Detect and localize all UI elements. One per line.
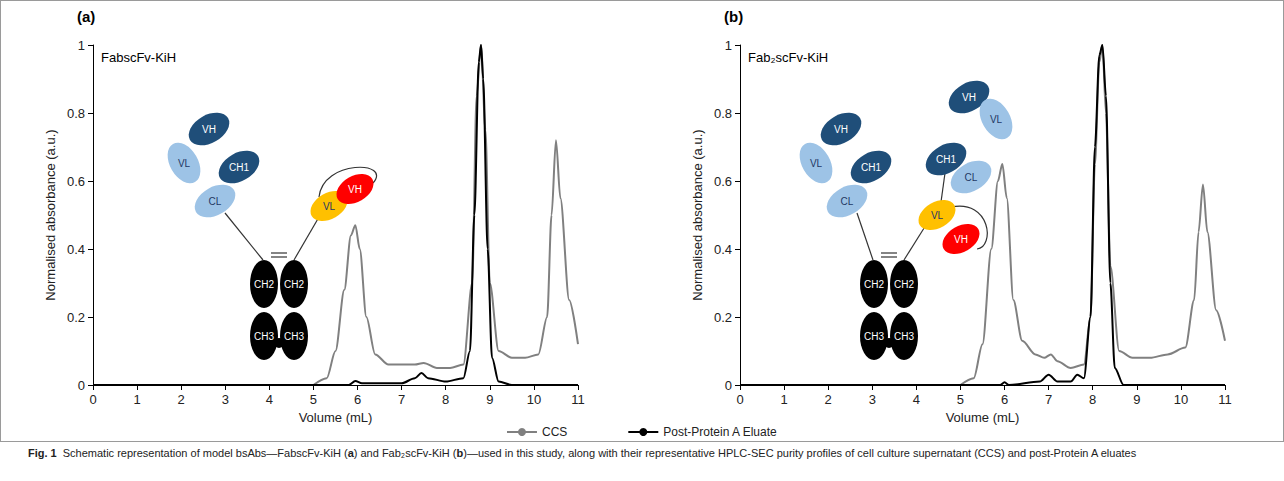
svg-text:10: 10	[1174, 392, 1188, 407]
svg-text:FabscFv-KiH: FabscFv-KiH	[101, 50, 176, 65]
svg-text:CH2: CH2	[254, 279, 274, 290]
svg-text:Post-Protein A Eluate: Post-Protein A Eluate	[663, 425, 777, 439]
svg-text:0: 0	[736, 392, 743, 407]
svg-text:0.4: 0.4	[714, 242, 732, 257]
svg-text:VH: VH	[348, 184, 362, 195]
svg-text:5: 5	[957, 392, 964, 407]
svg-text:CH2: CH2	[864, 279, 884, 290]
svg-text:7: 7	[398, 392, 405, 407]
svg-text:VH: VH	[202, 124, 216, 135]
svg-text:8: 8	[442, 392, 449, 407]
svg-text:CH1: CH1	[861, 162, 881, 173]
svg-text:VL: VL	[931, 210, 944, 221]
svg-text:0.2: 0.2	[67, 310, 85, 325]
svg-text:Volume (mL): Volume (mL)	[299, 410, 373, 425]
svg-text:6: 6	[1001, 392, 1008, 407]
svg-text:11: 11	[571, 392, 585, 407]
html-text:Fig. 1: Fig. 1	[28, 447, 57, 459]
svg-text:0.8: 0.8	[67, 106, 85, 121]
svg-text:CCS: CCS	[542, 425, 567, 439]
svg-text:CH3: CH3	[254, 331, 274, 342]
svg-text:CH2: CH2	[894, 279, 914, 290]
svg-text:1: 1	[725, 38, 732, 53]
svg-text:CH1: CH1	[936, 154, 956, 165]
svg-text:CH3: CH3	[284, 331, 304, 342]
svg-text:0.2: 0.2	[714, 310, 732, 325]
svg-text:VH: VH	[834, 124, 848, 135]
svg-text:1: 1	[133, 392, 140, 407]
svg-text:0: 0	[78, 378, 85, 393]
svg-text:CH2: CH2	[284, 279, 304, 290]
svg-text:1: 1	[78, 38, 85, 53]
svg-text:3: 3	[222, 392, 229, 407]
svg-text:CH3: CH3	[864, 331, 884, 342]
svg-text:11: 11	[1218, 392, 1232, 407]
svg-text:CL: CL	[965, 172, 978, 183]
svg-text:VL: VL	[178, 158, 191, 169]
svg-text:1: 1	[780, 392, 787, 407]
html-text:Schematic representation of mo: Schematic representation of model bsAbs—…	[62, 447, 1137, 459]
svg-text:Volume (mL): Volume (mL)	[946, 410, 1020, 425]
svg-text:Fab₂scFv-KiH: Fab₂scFv-KiH	[748, 50, 828, 65]
svg-text:Normalised absorbance (a.u.): Normalised absorbance (a.u.)	[690, 129, 705, 300]
svg-text:VH: VH	[954, 234, 968, 245]
svg-text:CL: CL	[209, 196, 222, 207]
svg-text:7: 7	[1045, 392, 1052, 407]
svg-text:2: 2	[178, 392, 185, 407]
svg-text:0.8: 0.8	[714, 106, 732, 121]
svg-text:Normalised absorbance (a.u.): Normalised absorbance (a.u.)	[43, 129, 58, 300]
svg-text:4: 4	[913, 392, 920, 407]
svg-text:(b): (b)	[724, 8, 743, 25]
svg-text:0: 0	[725, 378, 732, 393]
svg-text:CH3: CH3	[894, 331, 914, 342]
svg-text:8: 8	[1089, 392, 1096, 407]
svg-text:(a): (a)	[77, 8, 95, 25]
svg-text:3: 3	[869, 392, 876, 407]
svg-text:6: 6	[354, 392, 361, 407]
svg-text:VL: VL	[323, 201, 336, 212]
svg-text:VL: VL	[810, 158, 823, 169]
svg-text:0.6: 0.6	[714, 174, 732, 189]
svg-text:9: 9	[486, 392, 493, 407]
svg-text:CH1: CH1	[229, 162, 249, 173]
svg-text:2: 2	[825, 392, 832, 407]
svg-text:10: 10	[527, 392, 541, 407]
svg-text:VH: VH	[962, 92, 976, 103]
svg-text:VL: VL	[990, 114, 1003, 125]
svg-text:CL: CL	[841, 196, 854, 207]
svg-text:4: 4	[266, 392, 273, 407]
svg-text:9: 9	[1133, 392, 1140, 407]
svg-text:5: 5	[310, 392, 317, 407]
svg-text:0: 0	[89, 392, 96, 407]
svg-text:0.6: 0.6	[67, 174, 85, 189]
svg-text:0.4: 0.4	[67, 242, 85, 257]
